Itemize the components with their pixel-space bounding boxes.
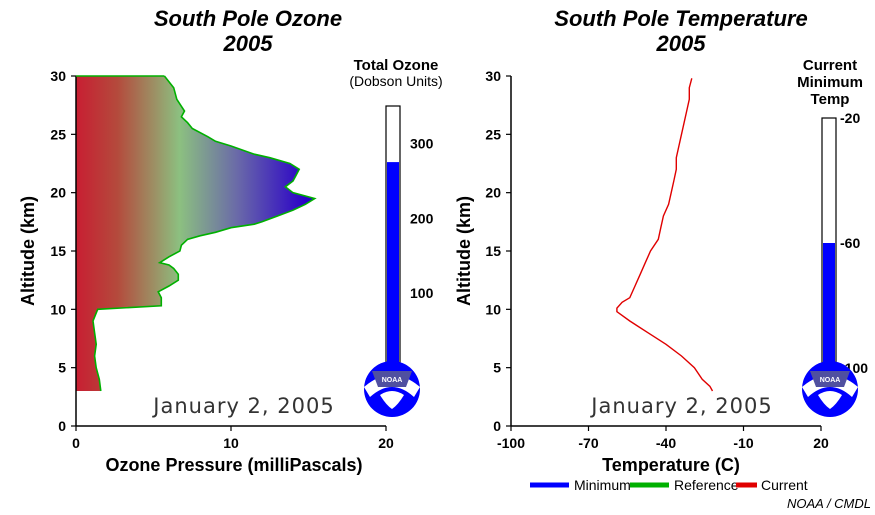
temperature-x-tick-label: 20 bbox=[813, 435, 829, 451]
ozone-y-tick-label: 30 bbox=[50, 68, 66, 84]
total-ozone-column: Total Ozone (Dobson Units) 100 200 300 bbox=[349, 57, 443, 369]
total-ozone-fill bbox=[387, 162, 399, 368]
total-ozone-tick-label: 100 bbox=[410, 285, 434, 301]
ozone-date-label: January 2, 2005 bbox=[151, 394, 334, 418]
ozone-y-tick-label: 0 bbox=[58, 418, 66, 434]
noaa-logo-icon: NOAA bbox=[802, 361, 858, 417]
temperature-x-tick-label: -40 bbox=[656, 435, 676, 451]
minimum-temp-tick-label: -60 bbox=[840, 235, 860, 251]
ozone-y-ticks: 0 5 10 15 20 25 30 bbox=[50, 68, 165, 434]
ozone-chart-title: South Pole Ozone bbox=[154, 6, 342, 31]
minimum-temp-ticks: -20-60-100 bbox=[840, 110, 868, 376]
current-temperature-line bbox=[616, 78, 714, 392]
ozone-x-tick-label: 0 bbox=[72, 435, 80, 451]
temperature-y-tick-label: 5 bbox=[493, 360, 501, 376]
legend-label-reference: Reference bbox=[674, 477, 739, 493]
credit-label: NOAA / CMDL bbox=[787, 496, 871, 511]
ozone-y-axis-label: Altitude (km) bbox=[18, 196, 38, 306]
svg-text:NOAA: NOAA bbox=[382, 377, 403, 384]
temperature-x-axis-label: Temperature (C) bbox=[602, 455, 740, 475]
svg-text:NOAA: NOAA bbox=[820, 377, 841, 384]
total-ozone-units: (Dobson Units) bbox=[349, 73, 442, 89]
temperature-y-tick-label: 15 bbox=[485, 243, 501, 259]
ozone-x-ticks: 0 10 20 bbox=[72, 426, 394, 451]
ozone-x-axis-label: Ozone Pressure (milliPascals) bbox=[105, 455, 362, 475]
ozone-chart-subtitle: 2005 bbox=[223, 31, 274, 56]
total-ozone-title: Total Ozone bbox=[354, 57, 439, 74]
ozone-y-tick-label: 20 bbox=[50, 185, 66, 201]
legend-label-minimum: Minimum bbox=[574, 477, 631, 493]
minimum-temp-tick-label: -20 bbox=[840, 110, 860, 126]
ozone-y-tick-label: 10 bbox=[50, 301, 66, 317]
ozone-y-tick-label: 5 bbox=[58, 360, 66, 376]
total-ozone-ticks: 100 200 300 bbox=[410, 135, 434, 301]
temperature-x-tick-label: -70 bbox=[578, 435, 598, 451]
temperature-chart: South Pole Temperature 2005 0 5 10 15 20 25 30… bbox=[454, 6, 868, 475]
ozone-plot-area bbox=[75, 75, 386, 427]
temperature-y-tick-label: 30 bbox=[485, 68, 501, 84]
minimum-temp-fill bbox=[823, 243, 835, 368]
temperature-plot-area bbox=[510, 76, 821, 427]
temperature-x-tick-label: -10 bbox=[733, 435, 753, 451]
minimum-temp-column: Current Minimum Temp -20-60-100 bbox=[797, 57, 868, 376]
ozone-chart: South Pole Ozone 2005 0 5 10 15 20 25 30 0 10 20… bbox=[18, 6, 443, 475]
temperature-x-ticks: -100 -70 -40 -10 20 bbox=[497, 426, 829, 451]
temperature-y-axis-label: Altitude (km) bbox=[454, 196, 474, 306]
minimum-temp-title-line1: Current bbox=[803, 57, 857, 74]
legend-label-current: Current bbox=[761, 477, 808, 493]
legend: Minimum Reference Current bbox=[530, 477, 808, 493]
temperature-y-tick-label: 10 bbox=[485, 301, 501, 317]
ozone-x-tick-label: 20 bbox=[378, 435, 394, 451]
temperature-y-tick-label: 20 bbox=[485, 185, 501, 201]
temperature-x-tick-label: -100 bbox=[497, 435, 525, 451]
temperature-chart-title: South Pole Temperature bbox=[554, 6, 807, 31]
ozone-y-tick-label: 15 bbox=[50, 243, 66, 259]
ozone-profile-line bbox=[92, 75, 317, 392]
temperature-y-tick-label: 25 bbox=[485, 126, 501, 142]
noaa-logo-icon: NOAA bbox=[364, 361, 420, 417]
ozone-y-tick-label: 25 bbox=[50, 126, 66, 142]
total-ozone-tick-label: 200 bbox=[410, 210, 434, 226]
minimum-temp-title-line3: Temp bbox=[811, 91, 850, 108]
total-ozone-tick-label: 300 bbox=[410, 135, 434, 151]
ozone-x-tick-label: 10 bbox=[223, 435, 239, 451]
temperature-date-label: January 2, 2005 bbox=[589, 394, 772, 418]
temperature-y-ticks: 0 5 10 15 20 25 30 bbox=[485, 68, 511, 434]
temperature-y-tick-label: 0 bbox=[493, 418, 501, 434]
temperature-chart-subtitle: 2005 bbox=[656, 31, 707, 56]
minimum-temp-title-line2: Minimum bbox=[797, 74, 863, 91]
